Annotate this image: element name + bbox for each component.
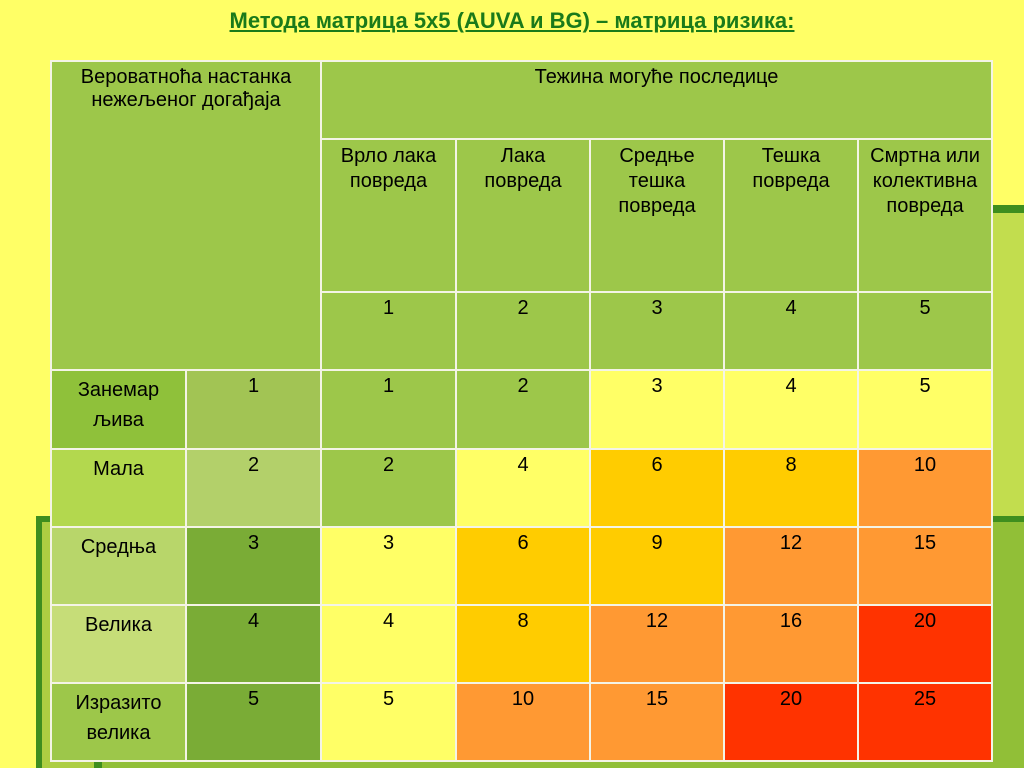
risk-score-cell: 3 [589,369,725,450]
probability-level-value: 3 [185,525,322,606]
table-row: Средња 3 3 6 9 12 15 [50,525,994,606]
severity-level-label: Врло лака повреда [320,138,457,294]
risk-score-cell: 8 [455,603,591,684]
risk-score-cell: 5 [320,681,457,763]
table-row: Мала 2 2 4 6 8 10 [50,447,994,528]
probability-level-value: 5 [185,681,322,763]
slide-title: Метода матрица 5x5 (AUVA и BG) – матрица… [229,8,795,33]
risk-score-cell: 2 [320,447,457,528]
risk-score-cell: 15 [856,525,994,606]
decor-stripe [36,520,42,768]
severity-level-value: 4 [723,291,859,372]
probability-header: Вероватноћа настанка нежељеног догађаја [50,59,322,372]
table-row: Занемар љива 1 1 2 3 4 5 [50,369,994,450]
severity-level-value: 2 [455,291,591,372]
probability-level-label: Занемар љива [50,369,187,450]
probability-level-label: Изразито велика [50,681,187,763]
severity-level-value: 5 [856,291,994,372]
probability-level-value: 4 [185,603,322,684]
risk-score-cell: 25 [856,681,994,763]
risk-score-cell: 16 [723,603,859,684]
probability-level-label: Велика [50,603,187,684]
risk-score-cell: 8 [723,447,859,528]
risk-score-cell: 20 [856,603,994,684]
risk-score-cell: 4 [723,369,859,450]
probability-level-label: Средња [50,525,187,606]
risk-score-cell: 10 [455,681,591,763]
risk-score-cell: 5 [856,369,994,450]
risk-score-cell: 20 [723,681,859,763]
probability-level-value: 2 [185,447,322,528]
table-row: Изразито велика 5 5 10 15 20 25 [50,681,994,763]
severity-level-label: Средње тешка повреда [589,138,725,294]
risk-matrix-table: Вероватноћа настанка нежељеног догађаја … [50,59,994,763]
risk-score-cell: 6 [455,525,591,606]
severity-level-value: 1 [320,291,457,372]
risk-score-cell: 4 [320,603,457,684]
risk-score-cell: 1 [320,369,457,450]
risk-score-cell: 9 [589,525,725,606]
severity-header: Тежина могуће последице [319,59,994,141]
severity-level-label: Смртна или колективна повреда [856,138,994,294]
probability-level-value: 1 [185,369,322,450]
probability-level-label: Мала [50,447,187,528]
severity-level-label: Тешка повреда [723,138,859,294]
risk-score-cell: 4 [455,447,591,528]
risk-score-cell: 2 [455,369,591,450]
risk-score-cell: 3 [320,525,457,606]
severity-level-label: Лака повреда [455,138,591,294]
risk-score-cell: 15 [589,681,725,763]
risk-score-cell: 12 [589,603,725,684]
table-row: Велика 4 4 8 12 16 20 [50,603,994,684]
risk-score-cell: 10 [856,447,994,528]
severity-level-value: 3 [589,291,725,372]
risk-score-cell: 6 [589,447,725,528]
risk-score-cell: 12 [723,525,859,606]
